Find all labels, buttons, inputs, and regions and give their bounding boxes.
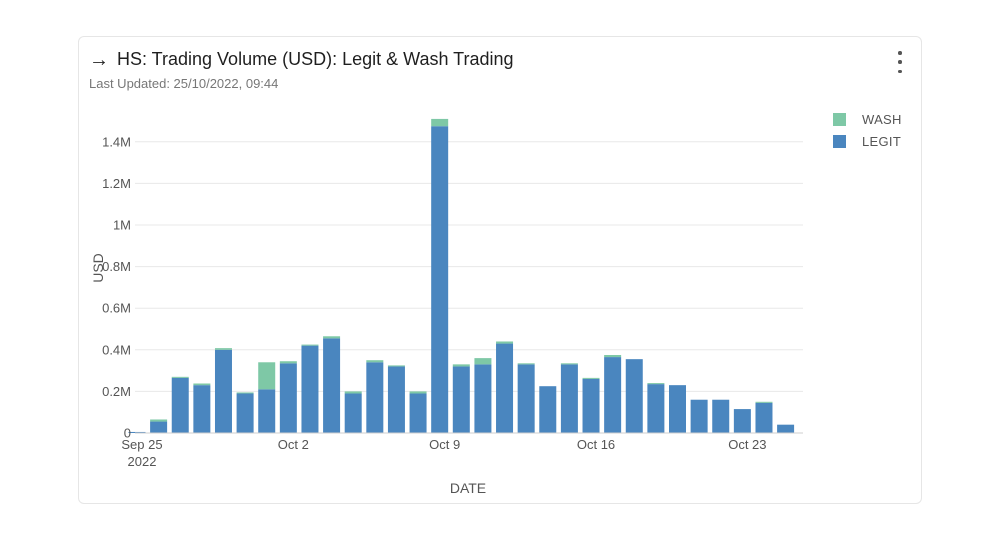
bar-legit[interactable] [582,378,600,433]
bar-wash[interactable] [496,341,514,344]
x-tick-sublabel: 2022 [128,454,157,469]
bar-legit[interactable] [625,359,643,433]
bar-wash[interactable] [279,361,297,364]
y-tick-label: 1M [113,218,131,233]
bar-legit[interactable] [733,409,751,433]
bar-legit[interactable] [496,343,514,433]
bar-legit[interactable] [690,399,708,433]
legend-swatch-wash[interactable] [833,113,846,126]
y-tick-label: 0.6M [102,301,131,316]
x-tick-label: Oct 2 [278,437,309,452]
bar-wash[interactable] [193,383,211,386]
bar-wash[interactable] [604,355,622,358]
bar-wash[interactable] [301,344,319,346]
bar-legit[interactable] [387,366,405,433]
x-tick-label: Sep 25 [121,437,162,452]
y-tick-label: 0.4M [102,342,131,357]
y-tick-label: 0 [124,426,131,441]
bar-legit[interactable] [560,364,578,433]
bar-wash[interactable] [236,392,254,394]
bar-legit[interactable] [344,393,362,433]
bar-legit[interactable] [604,357,622,433]
bar-legit[interactable] [777,424,795,433]
y-tick-label: 1.2M [102,176,131,191]
bar-legit[interactable] [712,399,730,433]
bar-legit[interactable] [258,389,276,433]
bar-wash[interactable] [647,383,665,385]
bar-wash[interactable] [409,391,427,394]
bar-legit[interactable] [539,386,557,433]
bar-legit[interactable] [301,345,319,433]
chart-header: → HS: Trading Volume (USD): Legit & Wash… [89,49,514,91]
legend-label-legit[interactable]: LEGIT [862,134,901,149]
bar-legit[interactable] [193,385,211,433]
last-updated-text: Last Updated: 25/10/2022, 09:44 [89,76,279,91]
bar-wash[interactable] [560,363,578,365]
y-tick-label: 1.4M [102,134,131,149]
bar-wash[interactable] [323,336,341,339]
x-axis-title: DATE [450,480,486,496]
bar-legit[interactable] [517,364,535,433]
y-tick-label: 0.8M [102,259,131,274]
bar-legit[interactable] [474,364,492,433]
y-axis-title: USD [90,253,106,283]
bar-legit[interactable] [366,362,384,433]
y-tick-label: 0.2M [102,384,131,399]
x-tick-label: Oct 9 [429,437,460,452]
more-options-icon[interactable] [893,51,907,73]
bar-wash[interactable] [387,365,405,367]
legend-label-wash[interactable]: WASH [862,112,902,127]
bar-legit[interactable] [323,338,341,433]
bar-legit[interactable] [755,402,773,433]
bar-legit[interactable] [236,393,254,433]
bar-wash[interactable] [474,358,492,365]
bar-legit[interactable] [452,366,470,433]
arrow-right-icon[interactable]: → [89,48,109,71]
bar-wash[interactable] [344,391,362,394]
bar-wash[interactable] [171,376,189,378]
bar-wash[interactable] [452,364,470,367]
bar-wash[interactable] [431,118,449,127]
bar-legit[interactable] [214,349,232,433]
bar-wash[interactable] [517,363,535,365]
bar-wash[interactable] [258,362,276,390]
bar-wash[interactable] [582,377,600,379]
bar-wash[interactable] [755,401,773,403]
x-tick-label: Oct 16 [577,437,615,452]
bar-legit[interactable] [128,431,146,433]
bar-legit[interactable] [647,384,665,433]
bar-legit[interactable] [409,393,427,433]
x-tick-label: Oct 23 [728,437,766,452]
bar-wash[interactable] [366,360,384,363]
bar-wash[interactable] [214,348,232,350]
bar-wash[interactable] [150,419,168,422]
bar-legit[interactable] [279,363,297,433]
legend-swatch-legit[interactable] [833,135,846,148]
bar-legit[interactable] [431,126,449,433]
bar-legit[interactable] [150,421,168,433]
bar-legit[interactable] [669,385,686,433]
chart-title: HS: Trading Volume (USD): Legit & Wash T… [117,49,514,69]
bar-legit[interactable] [171,377,189,433]
